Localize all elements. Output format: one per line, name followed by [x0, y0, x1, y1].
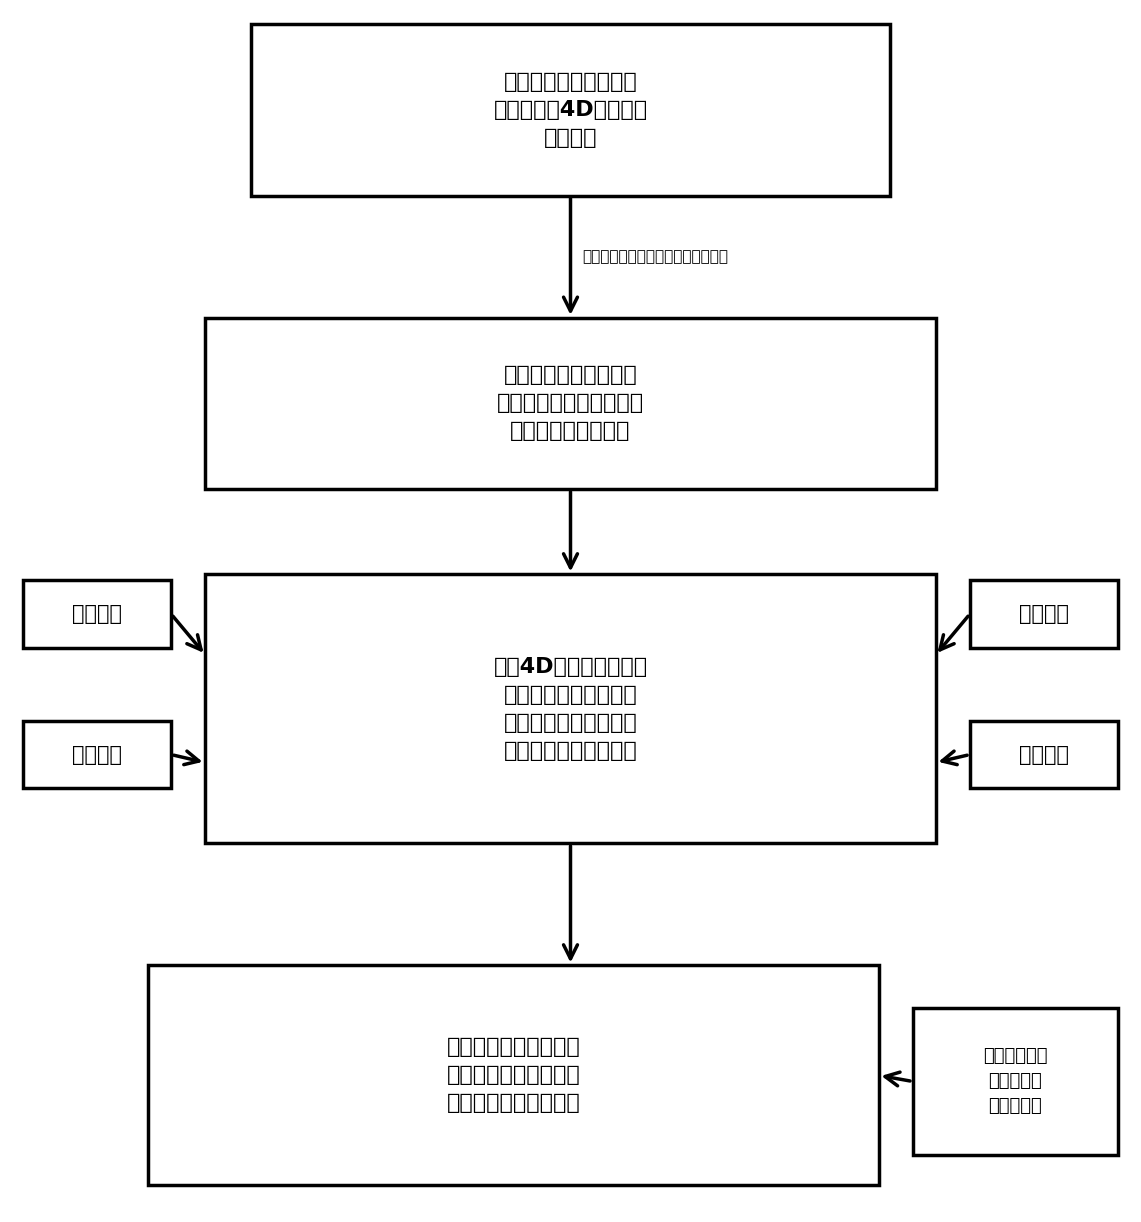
FancyBboxPatch shape [251, 24, 890, 196]
FancyBboxPatch shape [970, 721, 1118, 788]
FancyBboxPatch shape [148, 965, 879, 1185]
FancyBboxPatch shape [205, 574, 936, 843]
Text: 根据样件应力需求，建
立多材料复合打印模型，
确定打印工艺及路径: 根据样件应力需求，建 立多材料复合打印模型， 确定打印工艺及路径 [497, 365, 644, 441]
Text: 环境湿度: 环境湿度 [1019, 604, 1069, 624]
Text: 为打印过程的应力控制奠定材料基础: 为打印过程的应力控制奠定材料基础 [582, 249, 728, 264]
FancyBboxPatch shape [913, 1008, 1118, 1155]
Text: 进行4D打印工艺动态调
整工艺过程参数，并对
不同热膨胀系数材料进
行不同方式的复合打印: 进行4D打印工艺动态调 整工艺过程参数，并对 不同热膨胀系数材料进 行不同方式的… [493, 656, 648, 761]
Text: 通过外部激励对样件内
部应力进行调整，实现
样件的形变、结构强化: 通过外部激励对样件内 部应力进行调整，实现 样件的形变、结构强化 [446, 1037, 581, 1113]
FancyBboxPatch shape [205, 318, 936, 489]
Text: 环境压力: 环境压力 [72, 744, 122, 765]
FancyBboxPatch shape [23, 580, 171, 648]
Text: 温度、光照、
磁场、电场
等外部激励: 温度、光照、 磁场、电场 等外部激励 [984, 1047, 1047, 1116]
Text: 使用多种不同热膨胀系
数材料构建4D打印复合
材料体系: 使用多种不同热膨胀系 数材料构建4D打印复合 材料体系 [493, 72, 648, 148]
Text: 施加外力: 施加外力 [1019, 744, 1069, 765]
FancyBboxPatch shape [23, 721, 171, 788]
Text: 环境温度: 环境温度 [72, 604, 122, 624]
FancyBboxPatch shape [970, 580, 1118, 648]
